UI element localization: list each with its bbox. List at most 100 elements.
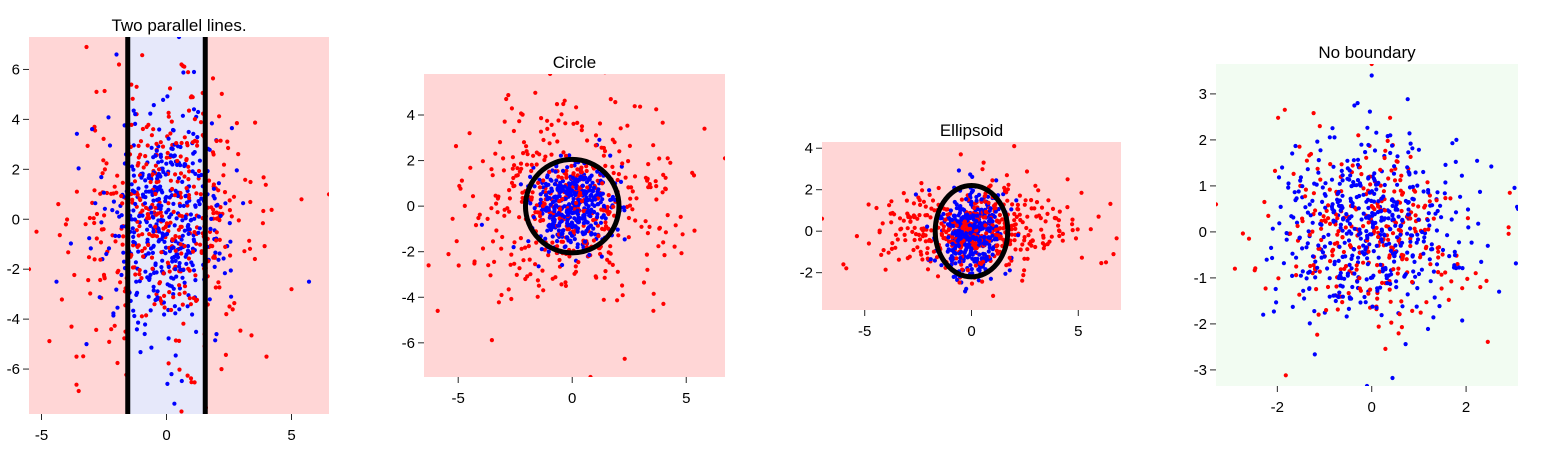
point-series-0 (186, 70, 191, 75)
point-series-0 (102, 88, 107, 94)
point-series-0 (1335, 216, 1340, 221)
point-series-0 (1029, 198, 1034, 203)
point-series-0 (1022, 235, 1027, 240)
point-series-1 (970, 174, 975, 179)
point-series-0 (510, 166, 515, 171)
point-series-0 (560, 197, 565, 202)
point-series-1 (1292, 190, 1297, 195)
point-series-0 (145, 216, 150, 221)
point-series-1 (978, 221, 983, 226)
point-series-0 (574, 105, 579, 110)
point-series-1 (569, 206, 574, 211)
point-series-1 (1016, 233, 1021, 238)
y-tick-label: -2 (402, 244, 415, 261)
y-tick-label: 2 (805, 182, 813, 199)
point-series-0 (269, 207, 274, 212)
point-series-0 (243, 177, 248, 182)
point-series-0 (605, 257, 610, 262)
point-series-0 (116, 62, 122, 67)
point-series-0 (511, 128, 516, 134)
point-series-0 (1338, 267, 1343, 272)
point-series-1 (546, 249, 551, 254)
point-series-1 (1407, 171, 1412, 176)
point-series-1 (548, 213, 553, 218)
point-series-0 (85, 143, 90, 148)
point-series-0 (136, 143, 141, 148)
point-series-0 (147, 232, 152, 237)
point-series-1 (1374, 305, 1379, 310)
point-series-0 (1375, 296, 1380, 301)
point-series-1 (209, 121, 214, 126)
point-series-0 (176, 227, 181, 232)
point-series-0 (214, 230, 219, 235)
point-series-0 (573, 269, 579, 274)
point-series-0 (1376, 234, 1381, 240)
point-series-0 (473, 223, 479, 228)
point-series-0 (1039, 205, 1045, 210)
point-series-0 (188, 302, 193, 307)
point-series-1 (570, 225, 575, 230)
point-series-1 (1320, 199, 1325, 204)
point-series-1 (1485, 243, 1490, 248)
point-series-1 (1355, 178, 1361, 183)
point-series-1 (159, 203, 164, 208)
point-series-0 (1378, 167, 1383, 172)
point-series-0 (898, 227, 903, 232)
point-series-1 (147, 173, 152, 178)
point-series-1 (195, 135, 200, 140)
point-series-0 (536, 283, 542, 288)
point-series-1 (1349, 256, 1354, 261)
y-tick-label: 2 (12, 161, 20, 178)
point-series-0 (1366, 291, 1371, 296)
point-series-0 (1012, 144, 1017, 149)
point-series-0 (554, 102, 560, 107)
point-series-0 (506, 93, 511, 98)
point-series-1 (131, 308, 136, 313)
point-series-1 (1294, 220, 1300, 225)
point-series-0 (1079, 190, 1084, 195)
point-series-1 (562, 204, 567, 209)
point-series-1 (957, 259, 962, 264)
point-series-1 (1355, 162, 1361, 167)
point-series-1 (1336, 199, 1341, 204)
point-series-0 (534, 240, 539, 245)
point-series-1 (1394, 279, 1399, 284)
point-series-1 (1466, 225, 1471, 230)
point-series-1 (565, 218, 570, 223)
point-series-1 (97, 295, 102, 300)
point-series-0 (579, 199, 585, 204)
point-series-0 (625, 204, 630, 209)
point-series-1 (518, 182, 524, 187)
point-series-1 (111, 313, 116, 318)
point-series-0 (83, 222, 88, 227)
x-tick-label: 5 (287, 427, 295, 444)
point-series-1 (1419, 267, 1424, 272)
point-series-0 (168, 131, 173, 136)
point-series-1 (563, 189, 568, 194)
x-tick-label: 0 (162, 427, 170, 444)
point-series-0 (81, 354, 86, 359)
point-series-0 (217, 237, 222, 242)
point-series-1 (193, 204, 198, 209)
point-series-0 (627, 143, 633, 148)
point-series-0 (150, 233, 155, 239)
point-series-1 (1344, 212, 1349, 217)
point-series-0 (918, 249, 923, 254)
point-series-0 (1024, 225, 1029, 231)
point-series-1 (1270, 255, 1275, 261)
point-series-0 (585, 185, 590, 190)
point-series-0 (152, 302, 157, 307)
point-series-1 (593, 221, 598, 226)
point-series-0 (528, 272, 533, 277)
point-series-0 (457, 183, 462, 189)
point-series-0 (581, 208, 586, 214)
point-series-0 (104, 190, 110, 196)
point-series-1 (526, 239, 531, 244)
point-series-1 (964, 247, 969, 252)
point-series-0 (261, 208, 266, 214)
point-series-0 (563, 121, 568, 126)
point-series-1 (99, 220, 104, 225)
point-series-1 (567, 153, 572, 158)
point-series-1 (223, 201, 228, 206)
point-series-1 (565, 165, 570, 170)
